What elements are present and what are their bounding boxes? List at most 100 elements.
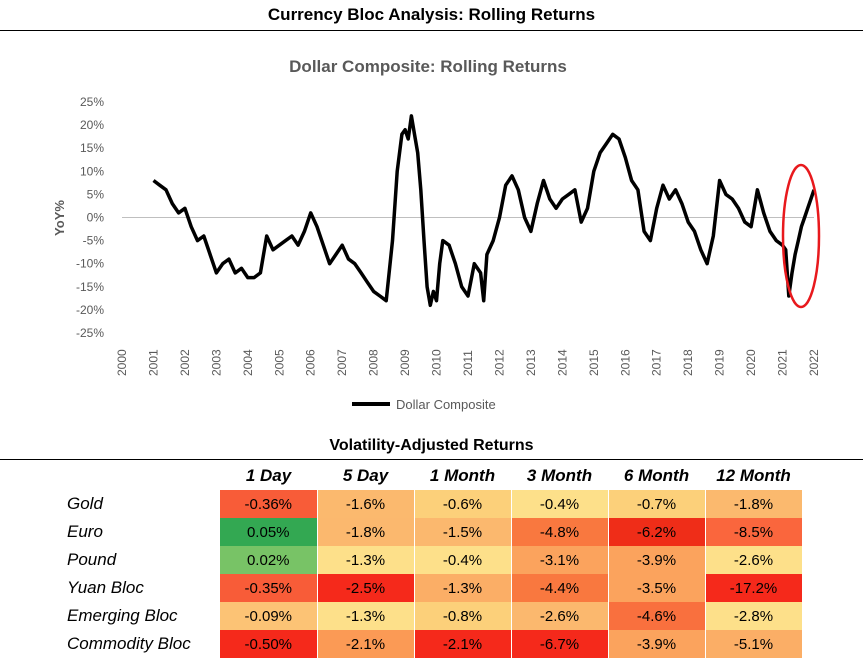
page-title: Currency Bloc Analysis: Rolling Returns xyxy=(267,5,596,24)
return-cell: -6.2% xyxy=(608,518,706,546)
table-row: Commodity Bloc -0.50% -2.1% -2.1% -6.7% -3.9%… xyxy=(0,630,803,658)
table-row: Gold -0.36% -1.6% -0.6% -0.4% -0.7% -1.8% xyxy=(0,490,803,518)
x-tick-label: 2009 xyxy=(398,349,412,376)
return-cell: -2.8% xyxy=(705,602,803,630)
return-cell: -1.3% xyxy=(317,602,415,630)
table-row: Euro 0.05% -1.8% -1.5% -4.8% -6.2% -8.5% xyxy=(0,518,803,546)
column-header: 1 Month xyxy=(429,466,496,485)
series-line-dollar-composite xyxy=(152,114,816,308)
x-tick-label: 2006 xyxy=(304,349,318,376)
y-axis: 25% 20% 15% 10% 5% 0% -5% -10% -15% -20% -25% xyxy=(76,95,814,340)
return-cell: -0.4% xyxy=(414,546,512,574)
y-tick-label: 15% xyxy=(80,141,104,155)
y-tick-label: 5% xyxy=(87,187,105,201)
x-tick-label: 2020 xyxy=(744,349,758,376)
x-tick-label: 2012 xyxy=(492,349,506,376)
series-layer xyxy=(152,114,816,308)
top-rule xyxy=(0,30,863,31)
x-axis: 2000 2001 2002 2003 2004 2005 2006 2007 2008 2009… xyxy=(115,349,821,376)
x-tick-label: 2015 xyxy=(587,349,601,376)
x-tick-label: 2016 xyxy=(618,349,632,376)
return-cell: -0.7% xyxy=(608,490,706,518)
rolling-returns-chart: Dollar Composite: Rolling Returns 25% 20%… xyxy=(52,57,821,412)
return-cell: -0.6% xyxy=(414,490,512,518)
return-cell: -1.8% xyxy=(317,518,415,546)
return-cell: -4.4% xyxy=(511,574,609,602)
row-label-header xyxy=(0,462,220,490)
x-tick-label: 2014 xyxy=(555,349,569,376)
volatility-adjusted-returns-table: 1 Day 5 Day 1 Month 3 Month 6 Month 12 M… xyxy=(0,462,803,658)
return-cell: -2.5% xyxy=(317,574,415,602)
return-cell: -8.5% xyxy=(705,518,803,546)
return-cell: -0.36% xyxy=(220,490,318,518)
x-tick-label: 2022 xyxy=(807,349,821,376)
return-cell: -4.8% xyxy=(511,518,609,546)
x-tick-label: 2019 xyxy=(713,349,727,376)
y-tick-label: -5% xyxy=(83,234,105,248)
row-label: Euro xyxy=(67,522,103,541)
table-row: Yuan Bloc -0.35% -2.5% -1.3% -4.4% -3.5% -17.2… xyxy=(0,574,803,602)
y-tick-label: 20% xyxy=(80,118,104,132)
row-label: Emerging Bloc xyxy=(67,606,178,625)
column-header: 1 Day xyxy=(245,466,292,485)
y-tick-label: 0% xyxy=(87,211,105,225)
chart-title: Dollar Composite: Rolling Returns xyxy=(289,57,567,76)
return-cell: -5.1% xyxy=(705,630,803,658)
y-tick-label: -10% xyxy=(76,257,104,271)
return-cell: 0.05% xyxy=(220,518,318,546)
x-tick-label: 2018 xyxy=(681,349,695,376)
x-tick-label: 2001 xyxy=(146,349,160,376)
column-header: 3 Month xyxy=(526,466,593,485)
y-tick-label: 25% xyxy=(80,95,104,109)
x-tick-label: 2000 xyxy=(115,349,129,376)
y-tick-label: -25% xyxy=(76,326,104,340)
row-label: Gold xyxy=(67,494,103,513)
table-row: Pound 0.02% -1.3% -0.4% -3.1% -3.9% -2.6% xyxy=(0,546,803,574)
x-tick-label: 2021 xyxy=(776,349,790,376)
return-cell: -17.2% xyxy=(705,574,803,602)
y-axis-label: YoY% xyxy=(52,200,67,236)
x-tick-label: 2004 xyxy=(241,349,255,376)
x-tick-label: 2011 xyxy=(461,350,475,376)
return-cell: -1.6% xyxy=(317,490,415,518)
row-label: Yuan Bloc xyxy=(67,578,144,597)
row-label: Pound xyxy=(67,550,117,569)
return-cell: -0.4% xyxy=(511,490,609,518)
return-cell: -2.1% xyxy=(414,630,512,658)
table-rule xyxy=(0,459,863,460)
return-cell: -3.1% xyxy=(511,546,609,574)
return-cell: 0.02% xyxy=(220,546,318,574)
return-cell: -1.3% xyxy=(317,546,415,574)
table-header-row: 1 Day 5 Day 1 Month 3 Month 6 Month 12 M… xyxy=(0,462,802,490)
return-cell: -0.35% xyxy=(220,574,318,602)
return-cell: -0.09% xyxy=(220,602,318,630)
return-cell: -3.9% xyxy=(608,546,706,574)
x-tick-label: 2013 xyxy=(524,349,538,376)
column-header: 12 Month xyxy=(716,466,791,485)
table-row: Emerging Bloc -0.09% -1.3% -0.8% -2.6% -4.6% -… xyxy=(0,602,803,630)
y-tick-label: -15% xyxy=(76,280,104,294)
return-cell: -1.5% xyxy=(414,518,512,546)
y-tick-label: -20% xyxy=(76,303,104,317)
return-cell: -2.1% xyxy=(317,630,415,658)
table-body: Gold -0.36% -1.6% -0.6% -0.4% -0.7% -1.8% Euro 0… xyxy=(0,490,803,658)
return-cell: -2.6% xyxy=(511,602,609,630)
table-title: Volatility-Adjusted Returns xyxy=(329,437,534,454)
return-cell: -3.9% xyxy=(608,630,706,658)
x-tick-label: 2017 xyxy=(650,349,664,376)
column-header: 6 Month xyxy=(623,466,690,485)
legend-label: Dollar Composite xyxy=(396,397,496,412)
column-header: 5 Day xyxy=(342,466,389,485)
x-tick-label: 2005 xyxy=(272,349,286,376)
return-cell: -6.7% xyxy=(511,630,609,658)
row-label: Commodity Bloc xyxy=(67,634,191,653)
chart-legend: Dollar Composite xyxy=(352,397,496,412)
return-cell: -0.8% xyxy=(414,602,512,630)
return-cell: -1.3% xyxy=(414,574,512,602)
x-tick-label: 2007 xyxy=(335,349,349,376)
x-tick-label: 2010 xyxy=(430,349,444,376)
y-tick-label: 10% xyxy=(80,164,104,178)
return-cell: -4.6% xyxy=(608,602,706,630)
return-cell: -2.6% xyxy=(705,546,803,574)
highlight-annotation xyxy=(781,163,821,309)
